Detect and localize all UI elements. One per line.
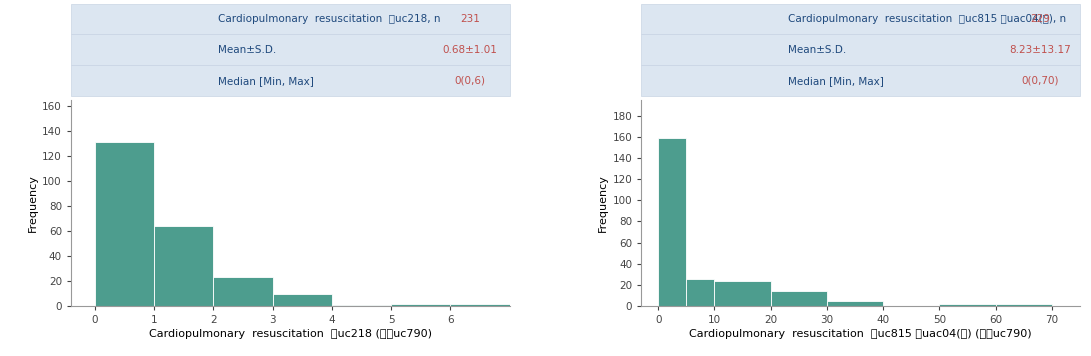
X-axis label: Cardiopulmonary  resuscitation  회uc218 (공여uc790): Cardiopulmonary resuscitation 회uc218 (공여… [148,329,432,339]
Text: Cardiopulmonary  resuscitation  추uc815 시uac04(분), n: Cardiopulmonary resuscitation 추uc815 시ua… [789,14,1067,24]
Bar [213,277,273,306]
Bar [451,304,509,306]
Text: 0.68±1.01: 0.68±1.01 [443,45,497,55]
Bar [95,142,154,306]
Bar [686,279,715,306]
Bar [715,281,770,306]
Text: 231: 231 [460,14,480,24]
Bar [939,304,996,306]
Text: Median [Min, Max]: Median [Min, Max] [789,76,884,86]
Text: 229: 229 [1031,14,1051,24]
Text: 8.23±13.17: 8.23±13.17 [1009,45,1071,55]
X-axis label: Cardiopulmonary  resuscitation  추uc815 시uac04(분) (공여uc790): Cardiopulmonary resuscitation 추uc815 시ua… [690,329,1032,339]
Bar [658,138,686,306]
Bar [154,226,213,306]
Text: Cardiopulmonary  resuscitation  회uc218, n: Cardiopulmonary resuscitation 회uc218, n [218,14,441,24]
Text: 0(0,6): 0(0,6) [455,76,485,86]
Bar [273,294,332,306]
Text: 0(0,70): 0(0,70) [1022,76,1059,86]
Bar [332,305,391,306]
Text: Mean±S.D.: Mean±S.D. [218,45,276,55]
Text: Mean±S.D.: Mean±S.D. [789,45,847,55]
Bar [996,304,1052,306]
Bar [770,291,827,306]
Y-axis label: Frequency: Frequency [28,174,38,232]
Text: Median [Min, Max]: Median [Min, Max] [218,76,314,86]
Y-axis label: Frequency: Frequency [598,174,609,232]
Bar [391,304,451,306]
Bar [827,301,884,306]
